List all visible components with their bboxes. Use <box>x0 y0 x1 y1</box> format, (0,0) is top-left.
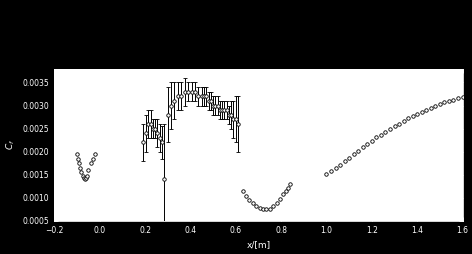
X-axis label: x/[m]: x/[m] <box>246 240 270 249</box>
Y-axis label: $C_f$: $C_f$ <box>5 139 17 150</box>
